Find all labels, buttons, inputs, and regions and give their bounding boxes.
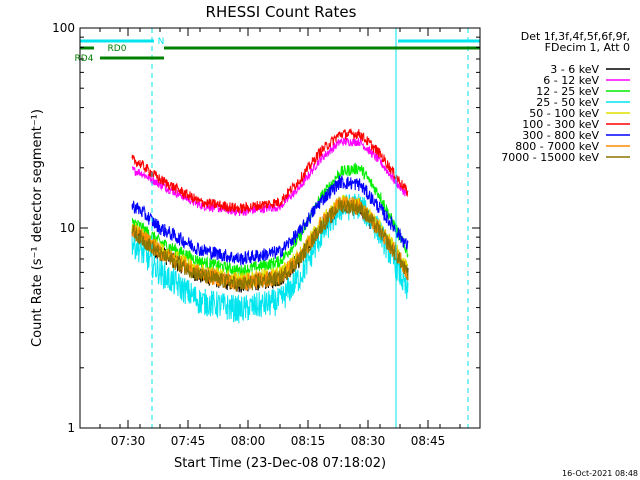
legend-entry-label: 3 - 6 keV bbox=[550, 63, 599, 76]
legend-header-line-2: FDecim 1, Att 0 bbox=[545, 41, 630, 54]
legend-entry-label: 50 - 100 keV bbox=[529, 107, 599, 120]
flag-label: N bbox=[158, 37, 165, 47]
flag-bars: N RD0 RD4 bbox=[75, 37, 480, 64]
legend-entry-label: 25 - 50 keV bbox=[536, 96, 599, 109]
x-tick-label: 08:00 bbox=[231, 434, 266, 448]
legend-entry-label: 7000 - 15000 keV bbox=[501, 151, 599, 164]
timestamp: 16-Oct-2021 08:48 bbox=[562, 469, 638, 478]
series-line bbox=[131, 199, 409, 292]
x-tick-label: 08:30 bbox=[351, 434, 386, 448]
series-line bbox=[131, 174, 409, 266]
x-axis-label: Start Time (23-Dec-08 07:18:02) bbox=[174, 456, 386, 471]
x-tick-label: 08:45 bbox=[411, 434, 446, 448]
axes: 07:30 07:45 08:00 08:15 08:30 08:45 1 10 100 bbox=[52, 21, 481, 448]
legend-entry-label: 800 - 7000 keV bbox=[515, 140, 599, 153]
legend-entry-label: 12 - 25 keV bbox=[536, 85, 599, 98]
x-tick-label: 07:45 bbox=[171, 434, 206, 448]
series-line bbox=[131, 128, 409, 215]
y-tick-label: 10 bbox=[60, 221, 75, 235]
legend-header-line-1: Det 1f,3f,4f,5f,6f,9f, bbox=[521, 30, 630, 43]
legend-entry-label: 6 - 12 keV bbox=[543, 74, 599, 87]
chart-title: RHESSI Count Rates bbox=[206, 3, 357, 21]
y-tick-label: 1 bbox=[67, 421, 75, 435]
flag-label: RD4 bbox=[75, 54, 94, 64]
y-axis-label: Count Rate (s⁻¹ detector segment⁻¹) bbox=[30, 109, 45, 347]
series-line bbox=[131, 136, 409, 217]
plot-data bbox=[131, 128, 409, 324]
x-tick-label: 07:30 bbox=[111, 434, 146, 448]
legend-entry-label: 100 - 300 keV bbox=[522, 118, 599, 131]
legend-entry-label: 300 - 800 keV bbox=[522, 129, 599, 142]
legend: Det 1f,3f,4f,5f,6f,9f, FDecim 1, Att 0 3… bbox=[501, 30, 630, 164]
flag-label: RD0 bbox=[108, 44, 127, 54]
y-tick-label: 100 bbox=[52, 21, 75, 35]
x-tick-label: 08:15 bbox=[291, 434, 326, 448]
